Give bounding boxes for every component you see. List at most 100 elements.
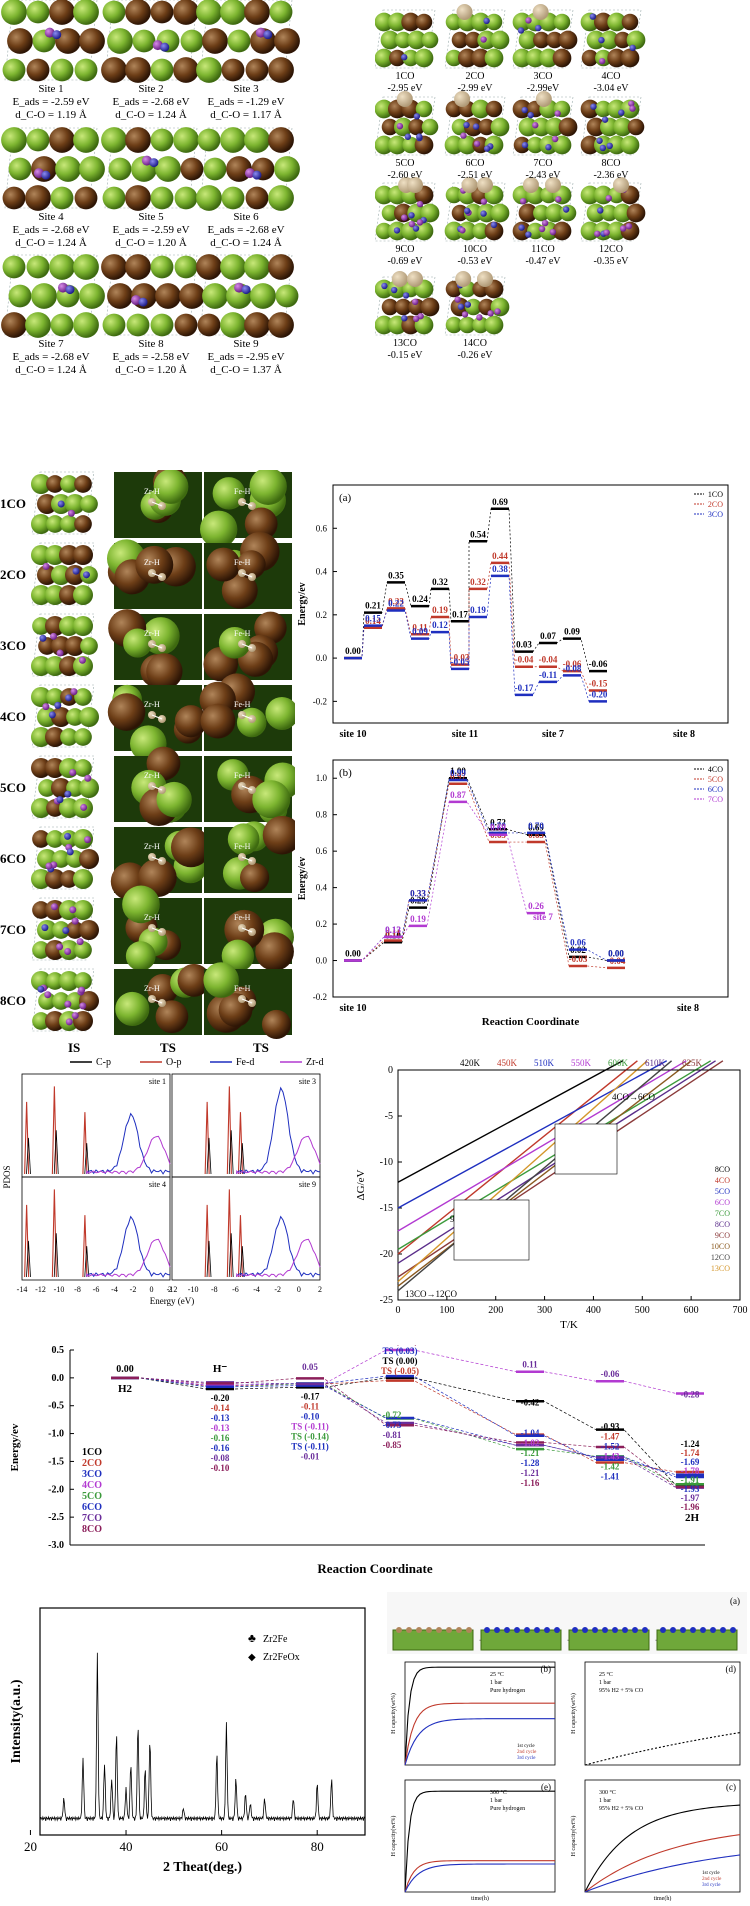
- value-label: 0.24: [412, 594, 428, 604]
- o-atom: [599, 144, 607, 152]
- c-atom: [131, 295, 142, 306]
- o-atom: [618, 109, 625, 116]
- dg-line: [397, 1060, 692, 1287]
- bond-label: Fe-H: [234, 842, 251, 851]
- zr-atom: [31, 283, 57, 309]
- o-atom: [408, 212, 415, 219]
- zr-atom: [512, 12, 532, 32]
- fe-atom: [79, 849, 99, 869]
- condition-text: 1 bar: [490, 1798, 502, 1804]
- zr-atom: [80, 495, 98, 513]
- zr-atom: [539, 221, 559, 241]
- zr-atom: [414, 221, 434, 241]
- h-atom: [535, 91, 552, 107]
- y-axis-label: H capacity(wt%): [570, 1693, 577, 1734]
- value-label: 0.06: [570, 938, 586, 948]
- fe-atom: [239, 862, 270, 893]
- legend-entry: 4CO: [715, 1176, 730, 1185]
- bond-line: [151, 927, 163, 933]
- zr-atom: [31, 585, 51, 605]
- o-atom: [589, 13, 597, 20]
- x-tick-label: -8: [211, 1285, 218, 1294]
- zr-atom: [374, 48, 394, 68]
- plot-frame: [39, 1607, 366, 1836]
- h2-profile-svg: 0.5 0.0 -0.5 -1.0 -1.5 -2.0 -2.5 -3.0 Energy/ev R…: [9, 1336, 705, 1576]
- co-energy: -2.60 eV: [387, 170, 423, 181]
- legend-marker: ♣: [248, 1631, 256, 1645]
- y-tick-label: -2.0: [48, 1484, 64, 1495]
- subplot-frame: [584, 1779, 741, 1893]
- value-label: 0.33: [410, 888, 426, 898]
- subpanel-label: (b): [541, 1664, 552, 1674]
- series-line: [344, 779, 625, 961]
- zr-atom: [395, 31, 412, 49]
- zr-atom: [250, 283, 276, 309]
- o-atom: [463, 121, 470, 129]
- c-atom: [42, 562, 50, 570]
- zr-atom: [620, 135, 640, 155]
- x-tick-label: 0: [396, 1305, 401, 1316]
- plot-frame: [332, 759, 729, 998]
- zr-atom: [32, 1012, 50, 1030]
- site-caption: Site 4 E_ads = -2.68 eV d_C-O = 1.24 Å: [1, 211, 101, 250]
- zr-atom: [73, 254, 99, 280]
- fe-atom: [586, 117, 606, 137]
- value-label: 0.07: [540, 631, 556, 641]
- co-energy: -2.95 eV: [387, 83, 423, 94]
- zr-atom: [1, 127, 27, 153]
- bond-line: [241, 643, 253, 649]
- zr-atom: [244, 127, 270, 153]
- o-atom: [606, 142, 613, 150]
- fe-atom: [558, 117, 578, 137]
- legend-entry: Fe-d: [236, 1057, 254, 1068]
- column-label-ts1: TS: [160, 1040, 176, 1055]
- zr-atom: [269, 0, 293, 24]
- o-atom: [480, 210, 487, 217]
- c-atom: [234, 282, 245, 293]
- h-atom: [455, 271, 472, 287]
- zr-atom: [472, 316, 489, 334]
- capacity-curve: [584, 1834, 741, 1893]
- series-line: [344, 575, 607, 702]
- ts-row-label: 7CO: [0, 922, 26, 937]
- c-atom: [494, 308, 501, 315]
- y-axis-label: Energy/ev: [298, 857, 308, 900]
- y-axis-label: H capacity(wt%): [390, 1816, 397, 1857]
- zr-atom: [26, 128, 50, 152]
- x-tick-label: -12: [35, 1285, 46, 1294]
- category-label: site 8: [673, 729, 695, 740]
- c-atom: [64, 947, 72, 955]
- value-label: -1.47: [601, 1432, 620, 1442]
- zr-atom: [518, 117, 538, 137]
- x-tick-label: 500: [635, 1305, 650, 1316]
- dg-line: [397, 1060, 648, 1283]
- zr-atom: [60, 515, 78, 533]
- zr-atom: [2, 255, 26, 279]
- peak-c: [84, 1246, 90, 1278]
- value-label: 0.00: [608, 949, 624, 959]
- capacity-curve: [584, 1732, 741, 1766]
- fe-atom: [101, 254, 127, 280]
- fe-d-band: [236, 1215, 321, 1278]
- site-eads: E_ads = -2.68 eV: [207, 224, 285, 236]
- zr-atom: [73, 656, 93, 676]
- co-energy: -2.43 eV: [525, 170, 561, 181]
- co-caption: 4CO -3.04 eV: [576, 71, 646, 95]
- zr-atom: [445, 49, 463, 67]
- fe-atom: [125, 185, 151, 211]
- capacity-curve: [404, 1860, 555, 1893]
- fe-atom: [174, 313, 198, 337]
- zr-atom: [102, 0, 126, 24]
- c-atom: [42, 703, 50, 711]
- c-atom: [416, 200, 424, 208]
- fe-atom: [381, 298, 399, 316]
- zr-atom: [66, 708, 84, 726]
- xrd-panel: 20 40 60 80 2 Theat(deg.) Intensity(a.u.) ♣ Zr2…: [0, 1590, 385, 1901]
- fe-atom: [478, 118, 495, 136]
- c-atom: [71, 1012, 79, 1020]
- fe-atom: [626, 203, 646, 223]
- y-tick-label: 0.2: [316, 610, 327, 620]
- c-atom: [44, 27, 55, 38]
- fe-atom: [125, 57, 151, 83]
